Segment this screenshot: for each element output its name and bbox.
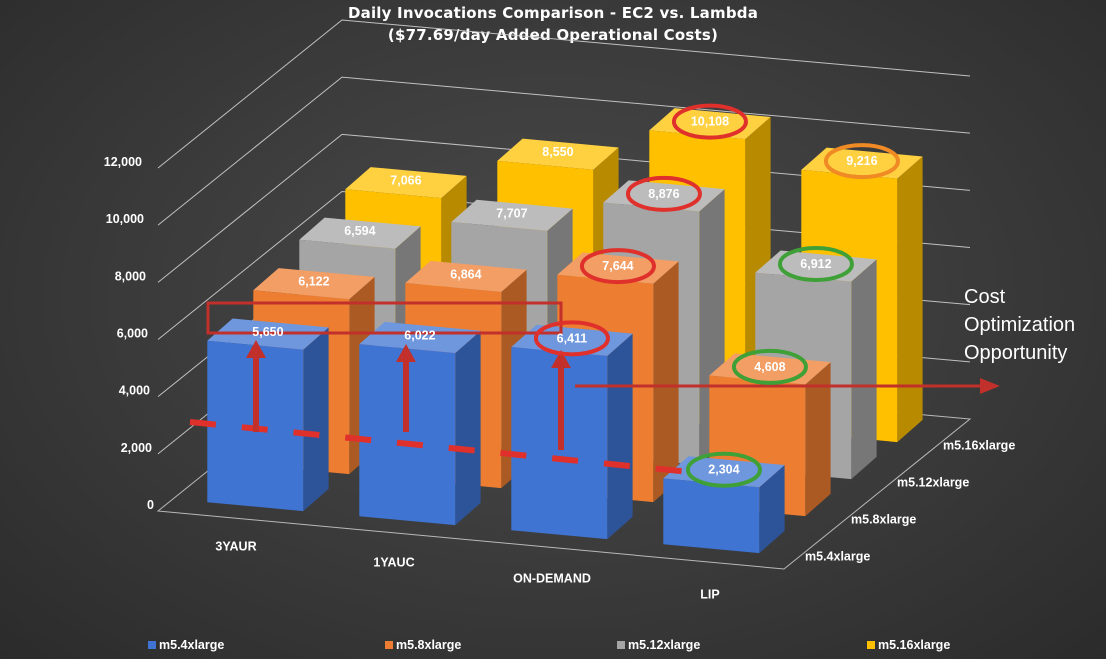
callout-line: Optimization <box>964 314 1075 336</box>
front-row-highlight-box <box>206 301 563 335</box>
legend-swatch <box>867 641 875 649</box>
bar-top <box>359 321 481 353</box>
category-label: 3YAUR <box>215 540 256 554</box>
legend-label: m5.4xlarge <box>159 638 225 652</box>
legend-label: m5.8xlarge <box>396 638 462 652</box>
bar-side <box>897 156 923 443</box>
data-label: 9,216 <box>846 154 877 168</box>
bar-side <box>759 465 785 554</box>
annotations <box>189 301 1000 475</box>
legend-label: m5.16xlarge <box>878 638 951 652</box>
bar-top <box>451 199 573 231</box>
depth-axis-labels: m5.4xlarge m5.8xlarge m5.12xlarge m5.16xlar… <box>805 439 1015 564</box>
chart-title: Daily Invocations Comparison - EC2 vs. L… <box>347 4 759 22</box>
legend-swatch <box>385 641 393 649</box>
data-label: 8,550 <box>542 145 573 159</box>
series-axis-label: m5.12xlarge <box>897 476 969 490</box>
category-label: 1YAUC <box>373 556 414 570</box>
legend-item: m5.4xlarge <box>148 638 224 652</box>
bar-side <box>851 259 877 480</box>
bar-top <box>497 138 619 170</box>
data-labels: 7,066 8,550 10,108 9,216 6,594 7,707 8,876 6,91… <box>252 103 900 488</box>
savings-arrow-head <box>246 340 266 358</box>
chart-title-block: Daily Invocations Comparison - EC2 vs. L… <box>0 2 1106 46</box>
highlight-ring <box>685 451 762 488</box>
y-tick-label: 10,000 <box>106 212 144 226</box>
x-axis-labels: 3YAUR 1YAUC ON-DEMAND LIP <box>215 540 719 602</box>
series-axis-label: m5.16xlarge <box>943 439 1015 453</box>
gridline <box>157 19 971 169</box>
highlight-ring <box>533 320 610 357</box>
bar-top <box>253 268 375 300</box>
data-label: 7,066 <box>390 174 421 188</box>
lambda-cost-dashed-line <box>189 419 691 475</box>
bar-m5.4xlarge-1YAUC <box>359 321 481 526</box>
bars <box>207 108 923 554</box>
data-label: 6,864 <box>450 267 481 281</box>
chart-subtitle: ($77.69/day Added Operational Costs) <box>387 26 719 44</box>
data-label: 7,644 <box>602 259 633 273</box>
bar-side <box>653 261 679 503</box>
data-label: 6,122 <box>298 275 329 289</box>
data-label: 6,912 <box>800 257 831 271</box>
highlight-ring <box>579 248 656 285</box>
gridline <box>157 76 971 226</box>
data-label: 6,594 <box>344 224 375 238</box>
bar-side <box>607 333 633 540</box>
bar-top <box>299 217 421 249</box>
legend-swatch <box>148 641 156 649</box>
bar-m5.4xlarge-3YAUR <box>207 318 329 512</box>
series-axis-label: m5.4xlarge <box>805 550 870 564</box>
bar-m5.4xlarge-ON-DEMAND <box>511 324 633 540</box>
series-axis-label: m5.8xlarge <box>851 513 916 527</box>
data-label: 7,707 <box>496 206 527 220</box>
y-tick-label: 8,000 <box>115 269 146 283</box>
category-label: LIP <box>700 588 719 602</box>
legend-swatch <box>617 641 625 649</box>
y-axis-ticks: 0 2,000 4,000 6,000 8,000 10,000 12,000 <box>104 155 154 512</box>
bar-side <box>805 362 831 517</box>
bar-top <box>345 167 467 199</box>
data-label: 4,608 <box>754 360 785 374</box>
legend-label: m5.12xlarge <box>628 638 701 652</box>
callout: Cost Optimization Opportunity <box>964 286 1075 364</box>
bar-top <box>405 260 527 292</box>
data-label: 2,304 <box>708 463 739 477</box>
highlight-ring <box>671 103 748 140</box>
data-label: 8,876 <box>648 187 679 201</box>
legend-item: m5.8xlarge <box>385 638 461 652</box>
y-tick-label: 12,000 <box>104 155 142 169</box>
callout-arrow-head <box>980 378 1000 394</box>
y-tick-label: 2,000 <box>121 441 152 455</box>
y-tick-label: 0 <box>147 498 154 512</box>
bar-front <box>663 478 760 554</box>
legend-item: m5.12xlarge <box>617 638 700 652</box>
bar-front <box>359 344 456 526</box>
bar-side <box>455 330 481 526</box>
highlight-ring <box>731 348 808 385</box>
data-label: 5,650 <box>252 325 283 339</box>
legend-item: m5.16xlarge <box>867 638 950 652</box>
callout-line: Cost <box>964 286 1006 308</box>
chart-legend: m5.4xlarge m5.8xlarge m5.12xlarge m5.16xlar… <box>0 638 1106 658</box>
bar-side <box>303 327 329 512</box>
savings-arrow-head <box>396 344 416 362</box>
savings-arrow-head <box>551 350 571 368</box>
y-tick-label: 4,000 <box>119 384 150 398</box>
highlight-ring <box>625 175 702 212</box>
highlight-ring <box>777 246 854 283</box>
data-label: 10,108 <box>691 115 729 129</box>
callout-line: Opportunity <box>964 342 1067 364</box>
data-label: 6,411 <box>557 331 588 345</box>
category-label: ON-DEMAND <box>513 572 591 586</box>
data-label: 6,022 <box>404 328 435 342</box>
y-tick-label: 6,000 <box>117 327 148 341</box>
highlight-ring <box>823 143 900 180</box>
